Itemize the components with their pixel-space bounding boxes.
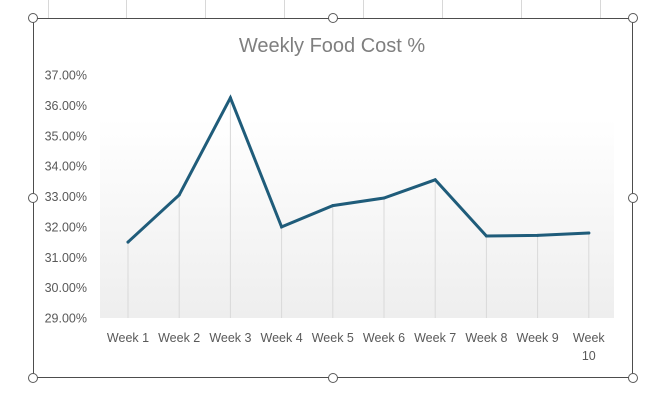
x-tick-label: Week 4 — [261, 331, 303, 345]
y-tick-label: 36.00% — [45, 99, 87, 113]
data-point — [433, 178, 437, 182]
x-tick-label: Week 6 — [363, 331, 405, 345]
resize-handle-middle-left[interactable] — [28, 193, 38, 203]
resize-handle-bottom-left[interactable] — [28, 373, 38, 383]
x-tick-label: Week 9 — [517, 331, 559, 345]
resize-handle-middle-right[interactable] — [628, 193, 638, 203]
y-tick-label: 31.00% — [45, 251, 87, 265]
resize-handle-bottom-center[interactable] — [328, 373, 338, 383]
data-point — [126, 240, 130, 244]
x-tick-label: Week 7 — [414, 331, 456, 345]
chart-title: Weekly Food Cost % — [239, 35, 426, 57]
resize-handle-top-center[interactable] — [328, 13, 338, 23]
data-point — [228, 96, 232, 100]
data-point — [484, 234, 488, 238]
y-tick-label: 32.00% — [45, 220, 87, 234]
resize-handle-top-right[interactable] — [628, 13, 638, 23]
resize-handle-top-left[interactable] — [28, 13, 38, 23]
x-tick-label: Week 1 — [107, 331, 149, 345]
y-tick-label: 37.00% — [45, 69, 87, 83]
x-tick-label: Week 3 — [209, 331, 251, 345]
plot-area — [100, 118, 614, 318]
resize-handle-bottom-right[interactable] — [628, 373, 638, 383]
x-tick-label: Week 5 — [312, 331, 354, 345]
data-point — [280, 225, 284, 229]
x-tick-label: Week 8 — [465, 331, 507, 345]
y-tick-label: 33.00% — [45, 190, 87, 204]
y-tick-label: 35.00% — [45, 129, 87, 143]
x-tick-label: Week 10 — [573, 331, 605, 363]
data-point — [177, 193, 181, 197]
sheet-column-gridlines — [0, 0, 668, 20]
data-point — [587, 231, 591, 235]
data-point — [331, 204, 335, 208]
y-tick-label: 29.00% — [45, 312, 87, 326]
y-tick-label: 34.00% — [45, 160, 87, 174]
data-point — [382, 196, 386, 200]
series-line — [126, 94, 591, 244]
x-tick-label: Week 2 — [158, 331, 200, 345]
data-point — [536, 233, 540, 237]
y-tick-label: 30.00% — [45, 281, 87, 295]
